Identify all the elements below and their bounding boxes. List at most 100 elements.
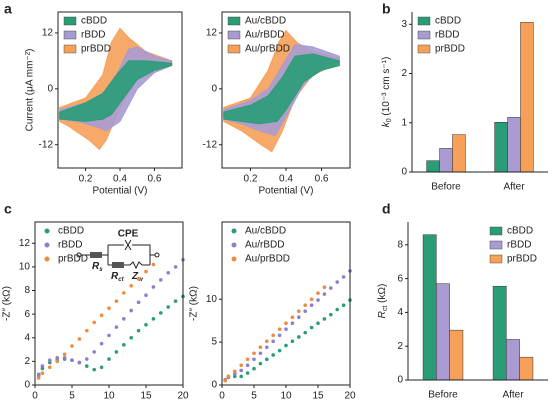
data-point (265, 339, 269, 344)
bar (492, 285, 507, 381)
data-point (284, 321, 288, 326)
terminal (76, 252, 82, 258)
data-point (70, 344, 74, 348)
data-point (173, 299, 178, 303)
inset-label: Zw (131, 271, 143, 283)
y-tick-label: -12 (203, 139, 218, 150)
data-point (245, 357, 250, 362)
y-tick-label: 12 (206, 28, 218, 39)
data-point (99, 313, 104, 318)
inset-label-sub: s (99, 267, 103, 273)
y-axis-label: k (381, 121, 392, 127)
y-tick-label: 10 (19, 262, 31, 273)
x-tick-label: 10 (280, 391, 292, 402)
y-tick-label: 6 (24, 309, 30, 320)
legend-swatch (44, 228, 50, 234)
data-point (252, 366, 256, 371)
plot-frame (221, 221, 351, 386)
data-point (92, 350, 96, 354)
inset-label: Z (131, 271, 139, 282)
data-point (107, 306, 111, 311)
x-tick-label: 20 (177, 391, 189, 402)
data-point (226, 374, 231, 379)
data-point (258, 361, 263, 366)
bar (436, 283, 450, 381)
data-point (271, 353, 276, 357)
data-point (55, 356, 59, 360)
data-point (151, 285, 156, 289)
legend-label: cBDD (507, 226, 533, 237)
cpe-symbol (124, 239, 132, 251)
data-point (239, 374, 243, 379)
bar (506, 339, 520, 381)
bar (449, 329, 464, 381)
data-point (316, 298, 320, 302)
x-axis-label: Potential (V) (92, 186, 147, 197)
legend-swatch (227, 16, 241, 26)
y-tick-label: 1 (401, 117, 407, 128)
data-point (40, 371, 45, 375)
data-point (136, 328, 141, 333)
legend-swatch (63, 16, 77, 26)
terminal (154, 252, 160, 258)
data-point (341, 303, 346, 308)
data-point (129, 308, 133, 313)
data-point (316, 321, 320, 326)
data-point (144, 293, 148, 298)
bar (520, 22, 534, 173)
data-point (114, 325, 119, 329)
data-point (309, 325, 314, 330)
data-point (329, 286, 333, 290)
data-point (129, 283, 133, 288)
x-tick-label: 10 (103, 391, 115, 402)
data-point (233, 374, 237, 379)
y-tick-label: 0 (211, 380, 217, 391)
data-point (70, 358, 74, 362)
y-tick-label: 0 (211, 83, 217, 94)
data-point (290, 315, 295, 320)
data-point (309, 297, 314, 302)
y-tick-label: 2 (401, 68, 407, 79)
data-point (166, 305, 170, 309)
inset-label: CPE (118, 229, 139, 240)
x-tick-label: 0 (32, 391, 38, 402)
legend-label: rBDD (435, 30, 459, 41)
x-tick-label: 0.2 (243, 174, 257, 185)
legend-label: cBDD (435, 16, 461, 27)
data-point (85, 364, 89, 368)
x-tick-label: 5 (251, 391, 257, 402)
x-tick-label: 15 (312, 391, 324, 402)
data-point (290, 321, 295, 326)
resistor-rct (112, 262, 124, 268)
data-point (271, 333, 276, 338)
y-tick-label: 0 (401, 167, 407, 178)
y-tick-label: 6 (397, 273, 403, 284)
y-tick-label: 8 (24, 285, 30, 296)
data-point (303, 303, 308, 308)
data-point (329, 312, 333, 317)
y-axis-label: Rct (kΩ) (377, 284, 390, 319)
data-point (55, 359, 59, 364)
legend-label: cBDD (58, 226, 84, 237)
data-point (252, 357, 256, 362)
legend-swatch (227, 44, 241, 54)
y-tick-label: 3 (401, 19, 407, 30)
data-point (245, 371, 250, 375)
y-axis-label: (kΩ) (377, 284, 388, 306)
inset-label-sub: ct (118, 277, 124, 283)
legend-label: Au/rBDD (245, 30, 284, 41)
data-point (144, 322, 148, 327)
data-point (40, 364, 45, 368)
data-point (122, 291, 126, 295)
legend-swatch (489, 226, 503, 236)
x-tick-label: After (502, 390, 524, 401)
y-tick-label: 0 (47, 83, 53, 94)
bar (426, 160, 440, 173)
legend-label: Au/cBDD (245, 226, 286, 237)
data-point (233, 372, 237, 376)
legend-label: cBDD (81, 16, 107, 27)
data-point (297, 309, 301, 314)
legend-label: rBDD (58, 240, 82, 251)
y-tick-label: 12 (19, 238, 31, 249)
panel-label: b (382, 1, 391, 17)
